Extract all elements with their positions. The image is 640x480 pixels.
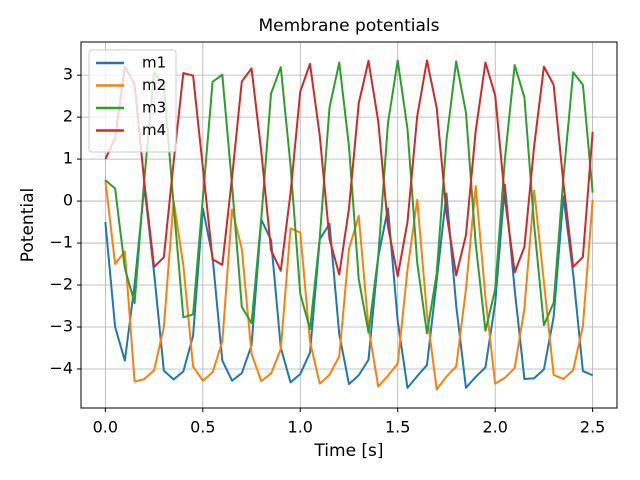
x-axis-label: Time [s] (313, 441, 383, 461)
y-tick-label: −1 (49, 233, 73, 252)
y-tick-label: −2 (49, 275, 73, 294)
line-series (104, 183, 594, 389)
x-tick-label: 0.0 (93, 418, 118, 437)
y-tick-label: 0 (63, 191, 73, 210)
x-tick-label: 2.5 (580, 418, 605, 437)
x-tick-label: 1.0 (288, 418, 313, 437)
x-tick-label: 2.0 (482, 418, 507, 437)
y-tick-label: 3 (63, 65, 73, 84)
y-axis-label: Potential (18, 188, 38, 262)
line-series (104, 179, 594, 391)
y-tick-label: −4 (49, 358, 73, 377)
legend-label: m2 (142, 76, 166, 94)
line-series (104, 59, 594, 335)
y-tick-label: 1 (63, 149, 73, 168)
legend-box (88, 49, 177, 153)
legend-label: m4 (142, 121, 166, 139)
x-tick-label: 1.5 (385, 418, 410, 437)
y-tick-label: −3 (49, 316, 73, 335)
y-tick-label: 2 (63, 107, 73, 126)
axes-frame (80, 41, 618, 409)
chart-title: Membrane potentials (259, 16, 440, 36)
legend-label: m3 (142, 99, 166, 117)
legend-label: m1 (142, 54, 166, 72)
line-series (104, 59, 594, 278)
x-tick-label: 0.5 (190, 418, 215, 437)
